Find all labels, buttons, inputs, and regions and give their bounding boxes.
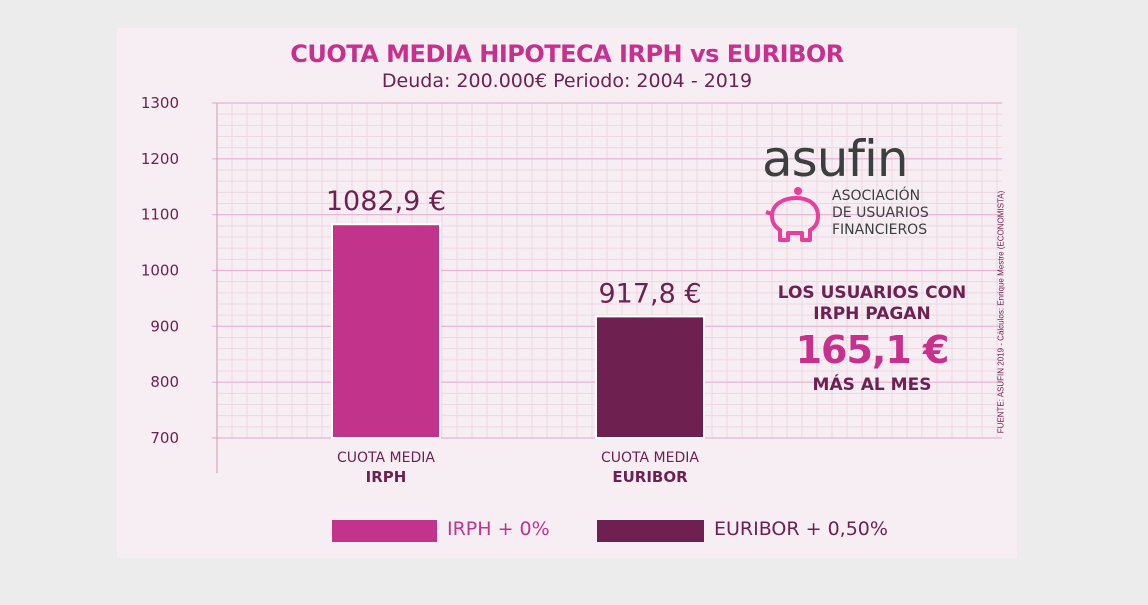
x-category-label: EURIBOR: [612, 468, 688, 486]
callout-line: IRPH PAGAN: [813, 304, 931, 324]
legend-swatch-irph: [332, 520, 437, 542]
logo-tagline-line: ASOCIACIÓN: [832, 188, 921, 204]
y-tick-label: 1200: [141, 150, 179, 168]
x-category-label: IRPH: [366, 468, 407, 486]
piggy-bank-icon: [765, 187, 820, 242]
chart-subtitle: Deuda: 200.000€ Periodo: 2004 - 2019: [381, 70, 753, 92]
logo-tagline-line: DE USUARIOS: [832, 205, 929, 221]
asufin-logo: asufin ASOCIACIÓN DE USUARIOS FINANCIERO…: [762, 130, 932, 248]
legend-label-irph: IRPH + 0%: [447, 518, 550, 540]
callout-intro: LOS USUARIOS CON IRPH PAGAN: [767, 283, 977, 325]
callout-outro: MÁS AL MES: [812, 375, 932, 395]
callout-amount: 165,1 €: [795, 328, 950, 372]
bar-chart: 700 800 900 1000 1100 1200 1300 1082,9 € CUOTA M…: [141, 94, 1002, 486]
bar-value-label: 1082,9 €: [326, 186, 446, 217]
bar-value-label: 917,8 €: [598, 278, 701, 309]
logo-tagline: ASOCIACIÓN DE USUARIOS FINANCIEROS: [832, 188, 952, 239]
legend-label-euribor: EURIBOR + 0,50%: [714, 518, 888, 540]
source-note: FUENTE: ASUFIN 2019 - Cálculos: Enrique …: [996, 190, 1006, 434]
x-category-label: CUOTA MEDIA: [601, 450, 699, 466]
y-tick-label: 1000: [141, 262, 179, 280]
y-tick-label: 1100: [141, 206, 179, 224]
callout-line: LOS USUARIOS CON: [777, 283, 967, 303]
bar: [595, 315, 705, 439]
infographic-card: 700 800 900 1000 1100 1200 1300 1082,9 € CUOTA M…: [117, 28, 1017, 558]
y-tick-label: 800: [150, 373, 179, 391]
logo-wordmark: asufin: [762, 130, 909, 188]
y-tick-label: 700: [150, 429, 179, 447]
bar: [331, 223, 441, 439]
chart-title: CUOTA MEDIA HIPOTECA IRPH vs EURIBOR: [290, 40, 844, 68]
y-tick-label: 1300: [141, 94, 179, 112]
x-category-label: CUOTA MEDIA: [337, 450, 435, 466]
logo-tagline-line: FINANCIEROS: [832, 222, 928, 238]
legend-swatch-euribor: [597, 520, 704, 542]
y-tick-label: 900: [150, 317, 179, 335]
